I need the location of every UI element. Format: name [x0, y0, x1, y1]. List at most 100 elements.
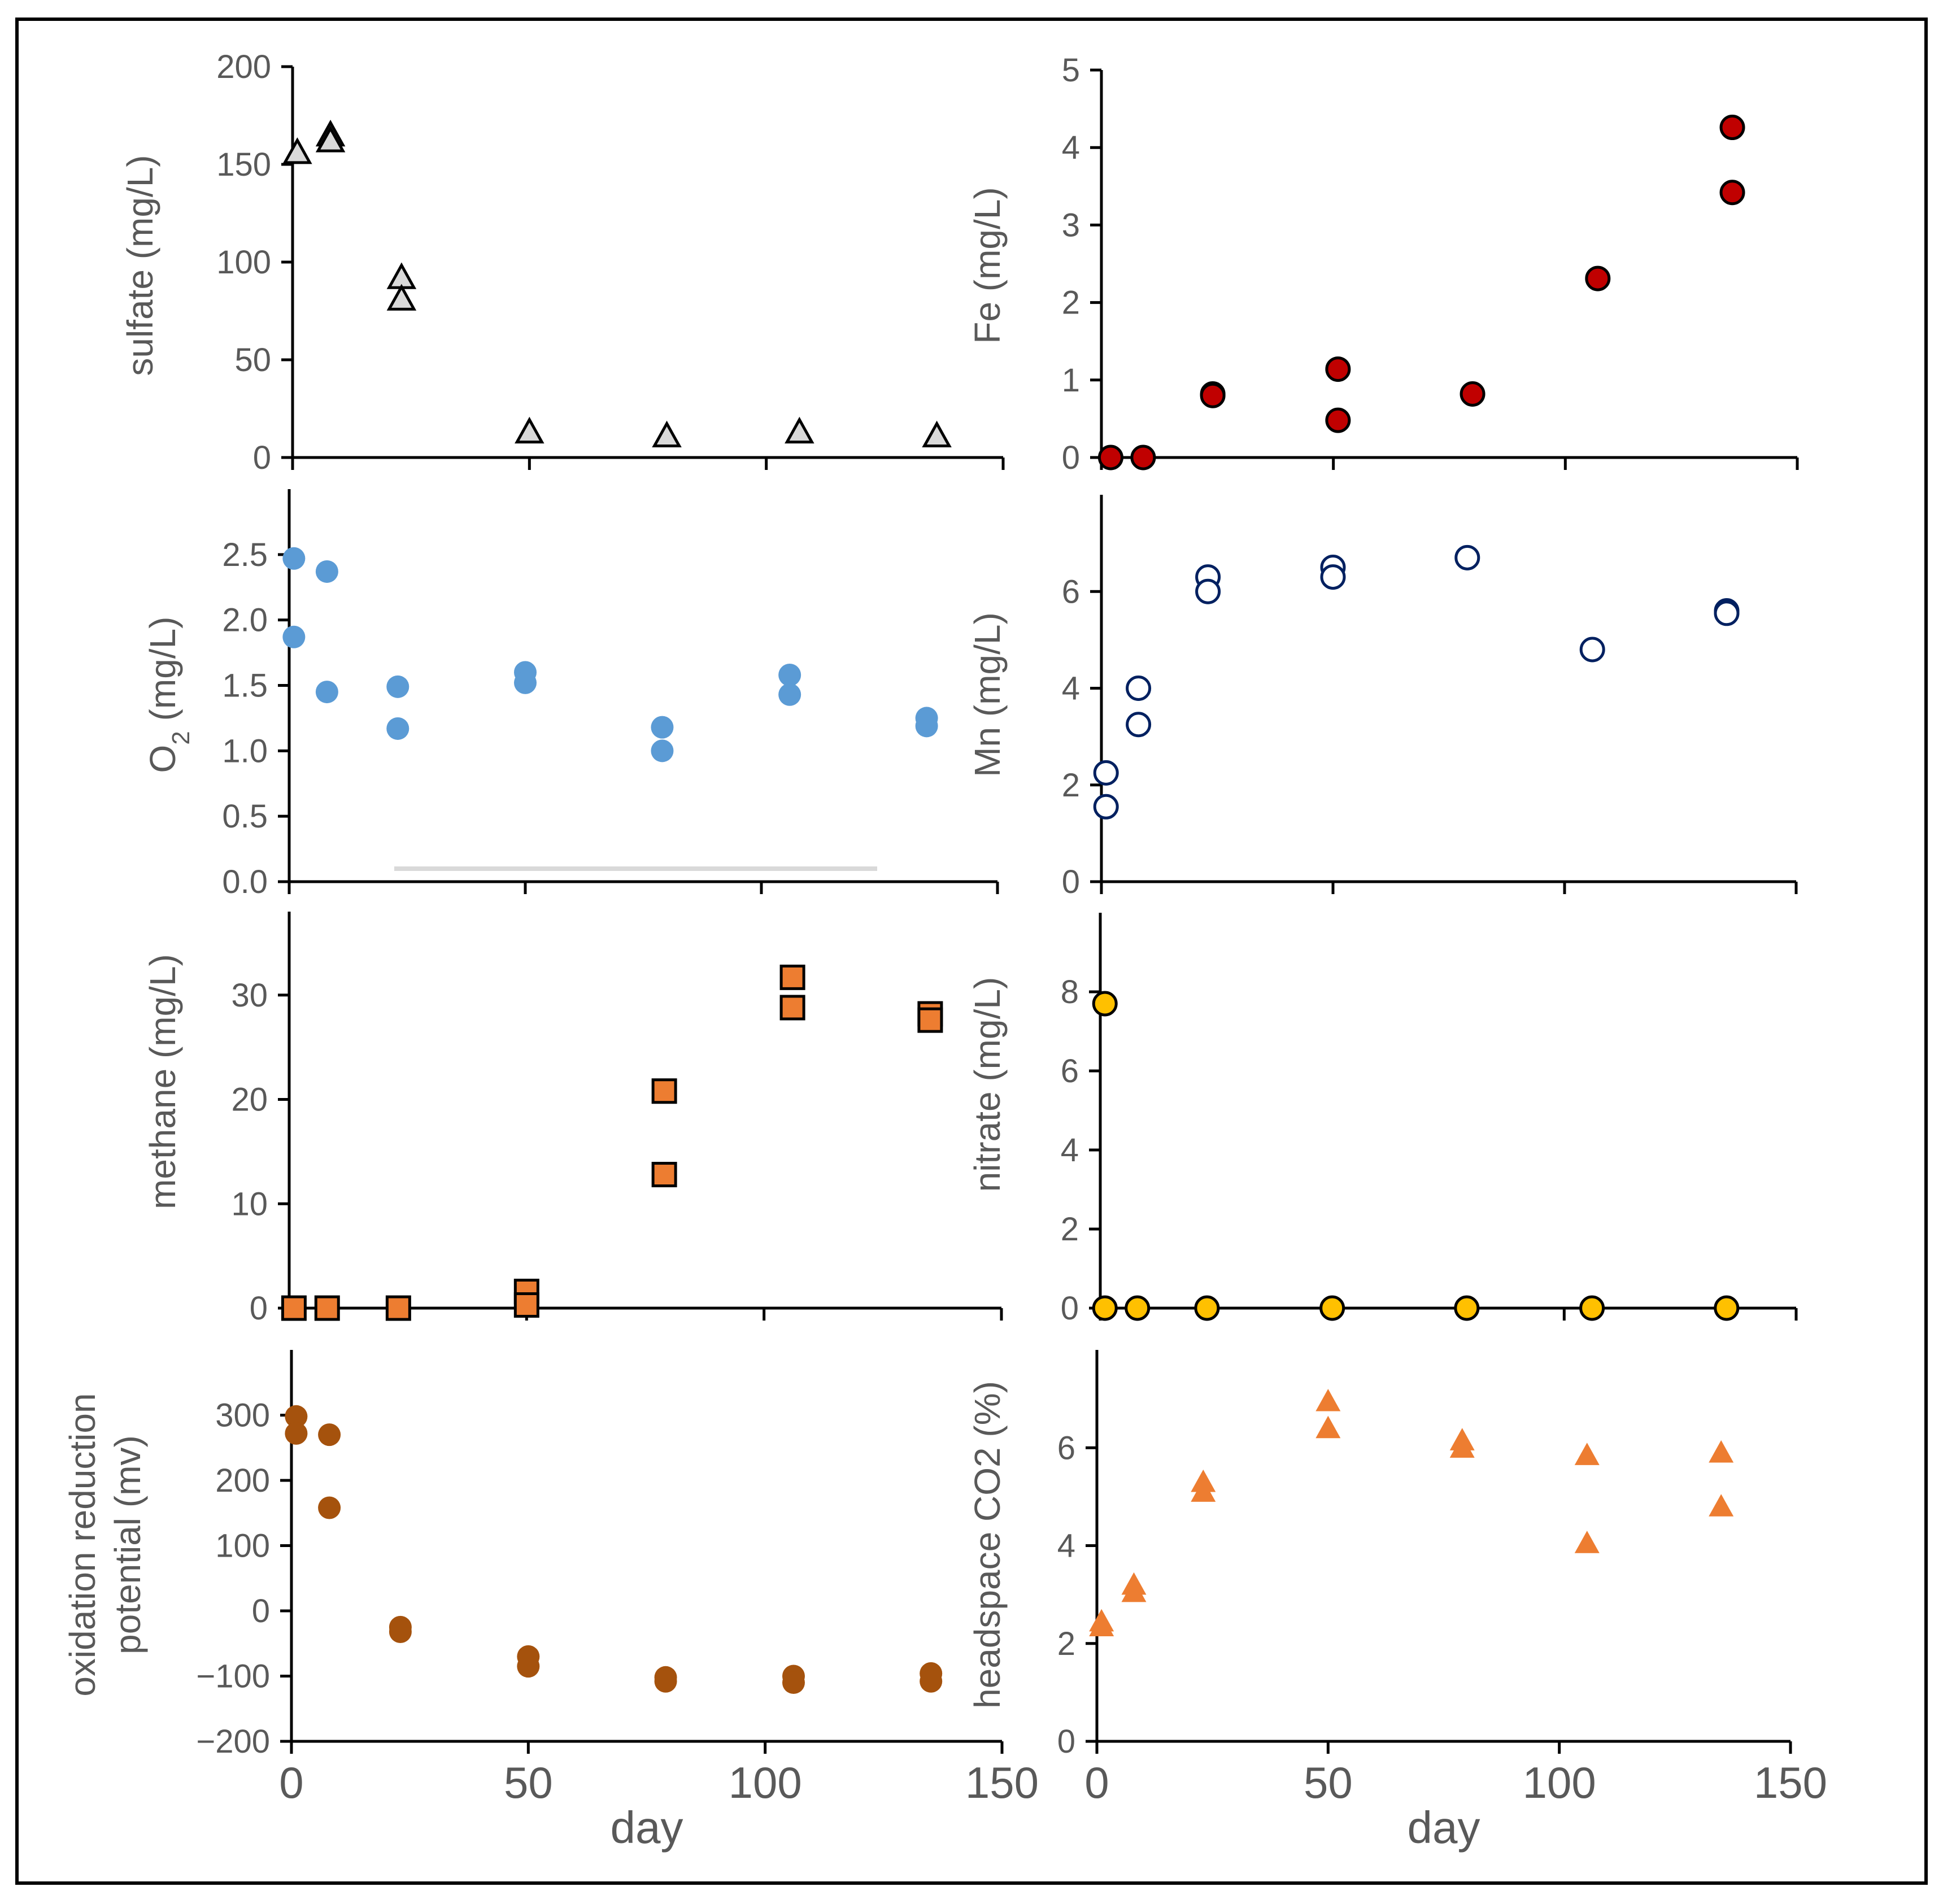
figure-border: [15, 18, 1928, 1885]
fe-y-tick-label: 0: [1062, 439, 1080, 476]
mn-y-tick-label: 6: [1062, 573, 1080, 610]
fe-y-tick-label: 5: [1062, 52, 1080, 89]
fe-point: [1325, 407, 1351, 433]
orp-point: [285, 1422, 308, 1445]
orp-point: [517, 1655, 540, 1678]
orp-point: [318, 1423, 341, 1446]
methane-point: [513, 1292, 539, 1318]
o2-y-tick-label: 2.5: [222, 537, 268, 573]
o2-point: [315, 681, 338, 704]
fe-y-tick-label: 2: [1062, 285, 1080, 321]
o2-panel: 0.0 0.5 1.0 1.5 2.0 2.5 O2 (mg/L): [142, 489, 999, 900]
mn-point: [1714, 600, 1740, 626]
mn-point: [1126, 676, 1152, 701]
methane-point: [281, 1295, 307, 1321]
o2-point: [778, 683, 801, 706]
sulfate-point: [282, 137, 312, 164]
sulfate-y-tick-label: 50: [234, 342, 271, 378]
orp-point: [654, 1670, 677, 1693]
nitrate-y-tick-label: 4: [1061, 1132, 1079, 1169]
o2-y-tick-label: 2.0: [222, 602, 268, 639]
co2-y-tick-label: 6: [1057, 1430, 1075, 1466]
methane-y-tick-label: 10: [231, 1186, 268, 1222]
o2-point: [514, 671, 537, 694]
orp-point: [389, 1620, 412, 1643]
fe-point: [1325, 356, 1351, 382]
orp-point: [285, 1405, 308, 1428]
mn-panel: 0 2 4 6 Mn (mg/L): [967, 495, 1798, 900]
orp-y-tick-label: 100: [215, 1528, 270, 1565]
methane-y-tick-label: 0: [250, 1290, 268, 1327]
mn-point: [1579, 637, 1605, 663]
co2-y-title: headspace CO2 (%): [967, 1381, 1008, 1709]
sulfate-point: [785, 416, 814, 444]
co2-point: [1449, 1435, 1475, 1458]
orp-point: [920, 1670, 943, 1693]
mn-point: [1093, 794, 1119, 820]
orp-y-tick-label: 0: [252, 1593, 270, 1629]
nitrate-point: [1125, 1295, 1151, 1321]
fe-point: [1097, 445, 1123, 470]
co2-point: [1121, 1579, 1147, 1602]
o2-y-tick-label: 1.5: [222, 668, 268, 704]
fe-point: [1585, 265, 1611, 291]
nitrate-point: [1454, 1295, 1480, 1321]
co2-x-tick-label: 0: [1084, 1758, 1109, 1807]
nitrate-point: [1092, 1295, 1118, 1321]
nitrate-y-tick-label: 6: [1061, 1053, 1079, 1090]
methane-panel: 0 10 20 30 methane (mg/L): [142, 912, 1003, 1327]
o2-point: [778, 663, 801, 686]
sulfate-point: [922, 420, 952, 448]
co2-point: [1315, 1388, 1341, 1411]
co2-y-tick-label: 4: [1057, 1528, 1075, 1565]
mn-y-tick-label: 4: [1062, 670, 1080, 707]
orp-x-tick-label: 50: [504, 1758, 553, 1807]
fe-y-tick-label: 3: [1062, 207, 1080, 243]
orp-y-title-line2: potential (mv): [107, 1435, 148, 1654]
mn-point: [1454, 544, 1480, 570]
nitrate-y-tick-label: 2: [1061, 1211, 1079, 1248]
methane-point: [779, 964, 805, 990]
orp-x-tick-label: 150: [965, 1758, 1039, 1807]
sulfate-panel: 0 50 100 150 200 sulfate (mg/L): [120, 49, 1005, 476]
nitrate-point: [1579, 1295, 1605, 1321]
co2-point: [1574, 1531, 1600, 1553]
methane-y-tick-label: 20: [231, 1082, 268, 1118]
o2-y-tick-label: 0.5: [222, 798, 268, 835]
sulfate-y-tick-label: 200: [216, 49, 271, 85]
o2-point: [651, 716, 674, 739]
orp-y-tick-label: 200: [215, 1462, 270, 1499]
o2-point: [282, 547, 306, 570]
sulfate-point: [652, 420, 682, 448]
o2-y-tick-label: 1.0: [222, 733, 268, 769]
sulfate-point: [515, 416, 544, 444]
nitrate-point: [1319, 1295, 1345, 1321]
fe-point: [1460, 381, 1485, 407]
mn-point: [1320, 564, 1346, 590]
mn-y-tick-label: 0: [1062, 864, 1080, 900]
mn-y-tick-label: 2: [1062, 767, 1080, 804]
mn-y-title: Mn (mg/L): [967, 612, 1008, 777]
orp-x-tick-label: 100: [729, 1758, 802, 1807]
methane-point: [385, 1295, 411, 1321]
mn-point: [1126, 712, 1152, 738]
o2-point: [915, 714, 938, 738]
sulfate-point: [386, 284, 417, 311]
co2-point: [1709, 1440, 1734, 1463]
sulfate-y-title: sulfate (mg/L): [120, 155, 160, 376]
fe-panel: 0 1 2 3 4 5 Fe (mg/L): [967, 52, 1799, 476]
orp-x-title: day: [611, 1802, 683, 1853]
o2-point: [315, 560, 338, 583]
co2-panel: 0 2 4 6 headspace CO2 (%) 0 50 100 150 day: [967, 1350, 1827, 1853]
orp-point: [318, 1496, 341, 1519]
methane-point: [917, 1007, 943, 1033]
o2-y-title: O2 (mg/L): [142, 617, 195, 773]
co2-point: [1574, 1443, 1600, 1465]
mn-point: [1195, 578, 1221, 604]
methane-point: [779, 995, 805, 1021]
nitrate-point: [1194, 1295, 1220, 1321]
nitrate-point: [1714, 1295, 1740, 1321]
mn-point: [1093, 760, 1119, 786]
orp-y-title: oxidation reduction: [62, 1393, 103, 1696]
nitrate-y-title: nitrate (mg/L): [967, 977, 1008, 1192]
